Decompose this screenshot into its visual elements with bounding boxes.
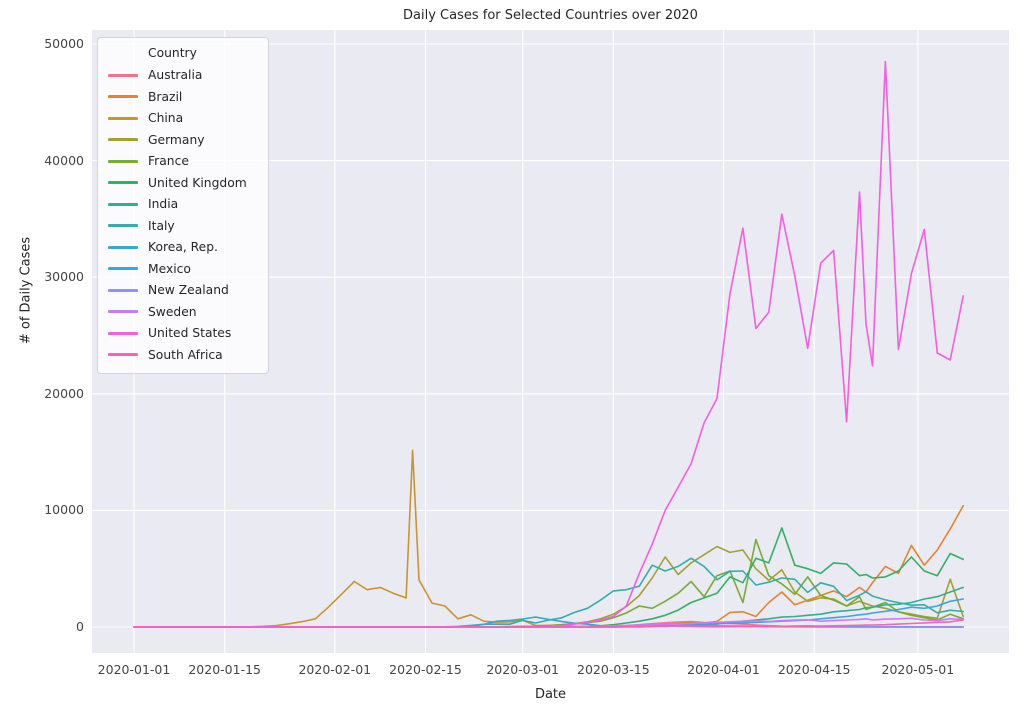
legend-swatch (108, 138, 138, 142)
series-line-south-africa (133, 619, 965, 628)
x-tick-label: 2020-04-15 (777, 662, 851, 677)
legend-label: Mexico (148, 261, 191, 276)
legend-items: Australia Brazil China Germany France United … (108, 65, 258, 366)
legend-swatch (108, 267, 138, 271)
legend-item-united-kingdom: United Kingdom (108, 172, 258, 194)
legend-item-italy: Italy (108, 215, 258, 237)
legend-swatch (108, 116, 138, 120)
legend-item-korea-rep-: Korea, Rep. (108, 237, 258, 259)
legend-label: United States (148, 326, 232, 341)
y-tick-label: 10000 (44, 502, 84, 518)
legend-item-mexico: Mexico (108, 258, 258, 280)
legend-label: New Zealand (148, 283, 229, 298)
x-tick-label: 2020-03-01 (486, 662, 559, 677)
legend-label: Australia (148, 68, 203, 83)
legend-item-germany: Germany (108, 129, 258, 151)
x-tick-label: 2020-03-15 (577, 662, 650, 677)
legend-label: China (148, 111, 184, 126)
y-tick-label: 40000 (44, 152, 84, 168)
legend-item-sweden: Sweden (108, 301, 258, 323)
y-tick-label: 50000 (44, 36, 84, 51)
y-tick-label: 0 (76, 619, 84, 634)
legend-item-france: France (108, 151, 258, 173)
legend-label: Germany (148, 132, 205, 147)
legend-title: Country (148, 46, 197, 60)
legend-item-brazil: Brazil (108, 86, 258, 108)
legend-label: India (148, 197, 179, 212)
legend-item-india: India (108, 194, 258, 216)
legend-swatch (108, 310, 138, 314)
legend-swatch (108, 95, 138, 99)
legend-swatch (108, 202, 138, 206)
x-tick-label: 2020-02-01 (298, 662, 372, 677)
x-tick-label: 2020-05-01 (881, 662, 955, 677)
x-tick-label: 2020-02-15 (389, 662, 462, 677)
legend-label: Korea, Rep. (148, 240, 218, 255)
legend-item-australia: Australia (108, 65, 258, 87)
y-tick-label: 30000 (44, 269, 84, 285)
y-axis-label: # of Daily Cases (18, 236, 34, 345)
y-tick-label: 20000 (44, 385, 84, 401)
legend: Country Australia Brazil China Germany Franc… (97, 37, 269, 374)
legend-item-china: China (108, 108, 258, 130)
legend-swatch (108, 331, 138, 335)
legend-label: Brazil (148, 89, 183, 104)
x-tick-label: 2020-04-01 (687, 662, 760, 677)
legend-swatch (108, 159, 138, 163)
legend-swatch (108, 245, 138, 249)
legend-swatch (108, 181, 138, 185)
legend-label: United Kingdom (148, 175, 247, 190)
legend-item-south-africa: South Africa (108, 344, 258, 366)
legend-label: France (148, 154, 189, 169)
x-tick-label: 2020-01-01 (97, 662, 171, 677)
legend-item-united-states: United States (108, 323, 258, 345)
legend-swatch (108, 224, 138, 228)
legend-swatch (108, 73, 138, 77)
legend-swatch (108, 288, 138, 292)
legend-label: Sweden (148, 304, 197, 319)
chart-title: Daily Cases for Selected Countries over … (403, 8, 698, 23)
x-tick-label: 2020-01-15 (188, 662, 262, 677)
x-axis-label: Date (534, 687, 567, 702)
legend-swatch (108, 353, 138, 357)
legend-item-new-zealand: New Zealand (108, 280, 258, 302)
legend-label: Italy (148, 218, 175, 233)
legend-label: South Africa (148, 347, 223, 362)
